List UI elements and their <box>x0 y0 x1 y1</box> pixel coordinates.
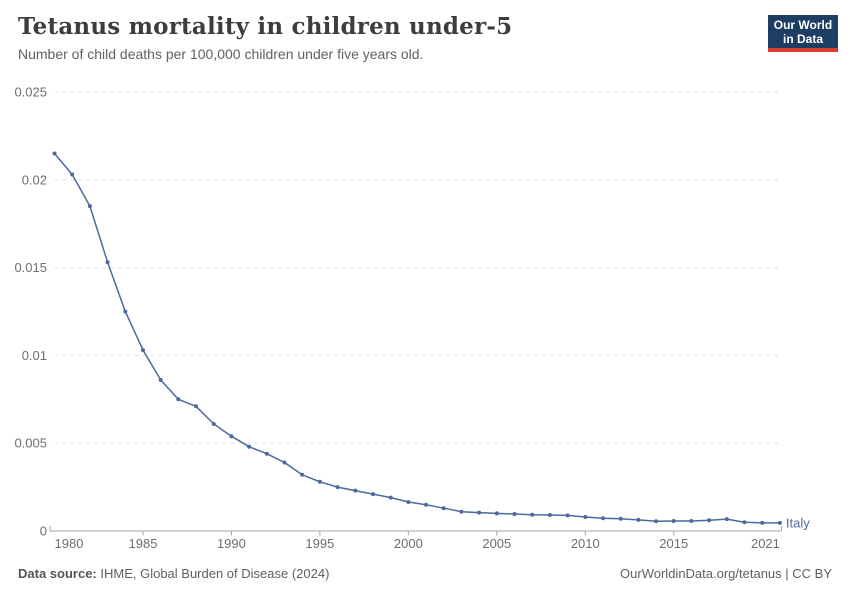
chart-header: Tetanus mortality in children under-5 Nu… <box>18 12 750 62</box>
data-source-note: Data source: IHME, Global Burden of Dise… <box>18 566 329 581</box>
data-point <box>87 204 92 209</box>
data-point <box>317 479 322 484</box>
x-axis-tick-label: 1995 <box>305 536 334 551</box>
data-source-text: IHME, Global Burden of Disease (2024) <box>96 566 330 581</box>
data-point <box>671 519 676 523</box>
data-point <box>282 460 287 465</box>
data-point <box>300 472 305 477</box>
data-point <box>70 172 75 177</box>
data-point <box>264 451 269 456</box>
data-point <box>52 151 57 156</box>
series-label-italy[interactable]: Italy <box>786 515 810 530</box>
credit-link[interactable]: OurWorldinData.org/tetanus | CC BY <box>620 566 832 581</box>
data-point <box>123 309 128 314</box>
x-axis-tick-label: 2005 <box>482 536 511 551</box>
data-point <box>760 520 765 525</box>
data-point <box>158 378 163 382</box>
x-axis-tick-label: 1990 <box>217 536 246 551</box>
data-point <box>406 500 411 504</box>
owid-logo-line2: in Data <box>782 32 823 46</box>
data-point <box>707 518 712 523</box>
data-point <box>229 434 234 439</box>
data-point <box>724 517 729 522</box>
data-point <box>105 260 110 265</box>
y-axis-tick-label: 0 <box>40 524 47 539</box>
y-axis-tick-label: 0.02 <box>22 172 47 187</box>
data-point <box>141 348 145 353</box>
owid-logo-text: Our World in Data <box>768 15 838 48</box>
data-point <box>689 519 694 523</box>
data-point <box>654 519 659 524</box>
page-subtitle: Number of child deaths per 100,000 child… <box>18 46 424 62</box>
series-line-italy <box>53 152 781 524</box>
data-point <box>601 516 605 521</box>
chart-footer: Data source: IHME, Global Burden of Dise… <box>18 566 832 581</box>
data-point <box>353 488 358 493</box>
y-axis-tick-label: 0.01 <box>22 348 47 363</box>
y-axis-tick-label: 0.025 <box>14 85 47 100</box>
data-point <box>194 404 198 409</box>
data-point <box>441 506 446 511</box>
data-point <box>424 502 428 507</box>
data-point <box>494 511 499 516</box>
data-point <box>176 397 181 402</box>
x-axis-tick-label: 2000 <box>394 536 423 551</box>
x-axis-tick-label: 2010 <box>571 536 600 551</box>
data-point <box>742 520 747 525</box>
data-point <box>547 513 552 517</box>
data-point <box>459 509 464 514</box>
x-axis-tick-label: 2021 <box>751 536 780 551</box>
owid-logo-line1: Our World <box>773 18 833 32</box>
data-point <box>565 513 570 518</box>
owid-logo[interactable]: Our World in Data <box>768 15 838 52</box>
page-title: Tetanus mortality in children under-5 <box>18 13 513 40</box>
data-point <box>636 517 641 522</box>
data-point <box>777 520 782 525</box>
y-axis-tick-label: 0.015 <box>14 260 47 275</box>
x-axis-tick-label: 1980 <box>55 536 84 551</box>
x-axis-tick-label: 2015 <box>659 536 688 551</box>
data-point <box>583 515 588 519</box>
data-point <box>335 485 340 490</box>
data-point <box>477 510 482 515</box>
data-point <box>512 512 517 516</box>
data-point <box>530 512 535 517</box>
data-point <box>388 495 393 500</box>
data-point <box>371 492 375 497</box>
x-axis-tick-label: 1985 <box>129 536 158 551</box>
data-source-label: Data source: <box>18 566 97 581</box>
data-point <box>247 444 252 449</box>
data-point <box>618 516 623 521</box>
owid-logo-red-bar <box>768 48 838 52</box>
y-axis-tick-label: 0.005 <box>14 436 47 451</box>
data-point <box>211 421 216 426</box>
